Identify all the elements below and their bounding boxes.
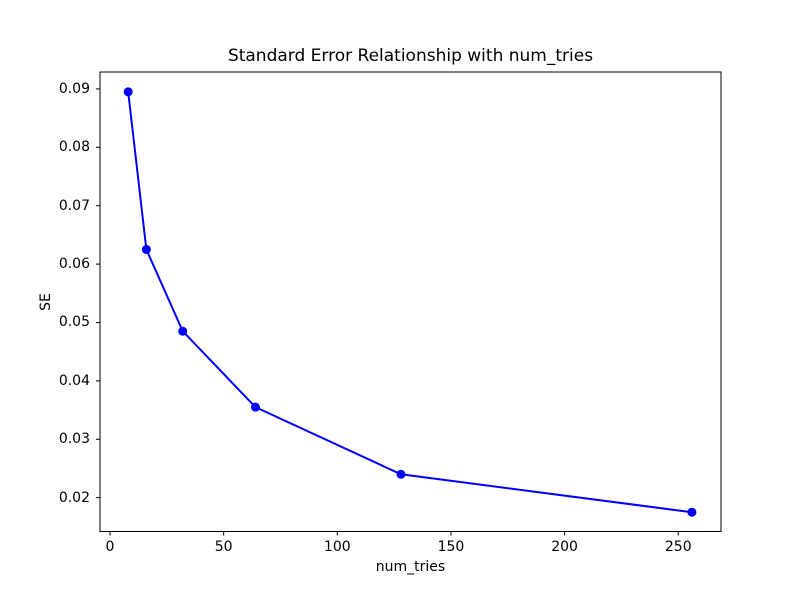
plot-frame <box>99 71 722 532</box>
y-axis-label: SE <box>38 293 54 311</box>
x-tick-label: 250 <box>664 539 692 555</box>
data-point <box>250 402 260 412</box>
y-tick-label: 0.03 <box>58 431 90 448</box>
x-tick-label: 0 <box>105 539 115 555</box>
x-tick-label: 100 <box>323 539 351 555</box>
y-tick-label: 0.07 <box>58 197 90 214</box>
chart-title: Standard Error Relationship with num_tri… <box>227 46 594 66</box>
y-tick-label: 0.08 <box>58 139 90 156</box>
y-tick-label: 0.09 <box>58 80 90 97</box>
x-tick-label: 50 <box>214 539 233 555</box>
data-point <box>123 87 133 97</box>
y-tick-label: 0.05 <box>58 314 90 331</box>
data-point <box>396 469 406 479</box>
data-line <box>127 90 693 514</box>
y-tick-label: 0.02 <box>58 489 90 506</box>
data-point <box>178 326 188 336</box>
data-point <box>141 244 151 254</box>
x-tick-label: 200 <box>551 539 578 555</box>
x-tick-label: 150 <box>437 539 465 555</box>
data-point <box>687 507 697 517</box>
y-tick-label: 0.06 <box>58 256 90 273</box>
y-tick-label: 0.04 <box>58 372 90 389</box>
x-axis-label: num_tries <box>375 559 446 575</box>
